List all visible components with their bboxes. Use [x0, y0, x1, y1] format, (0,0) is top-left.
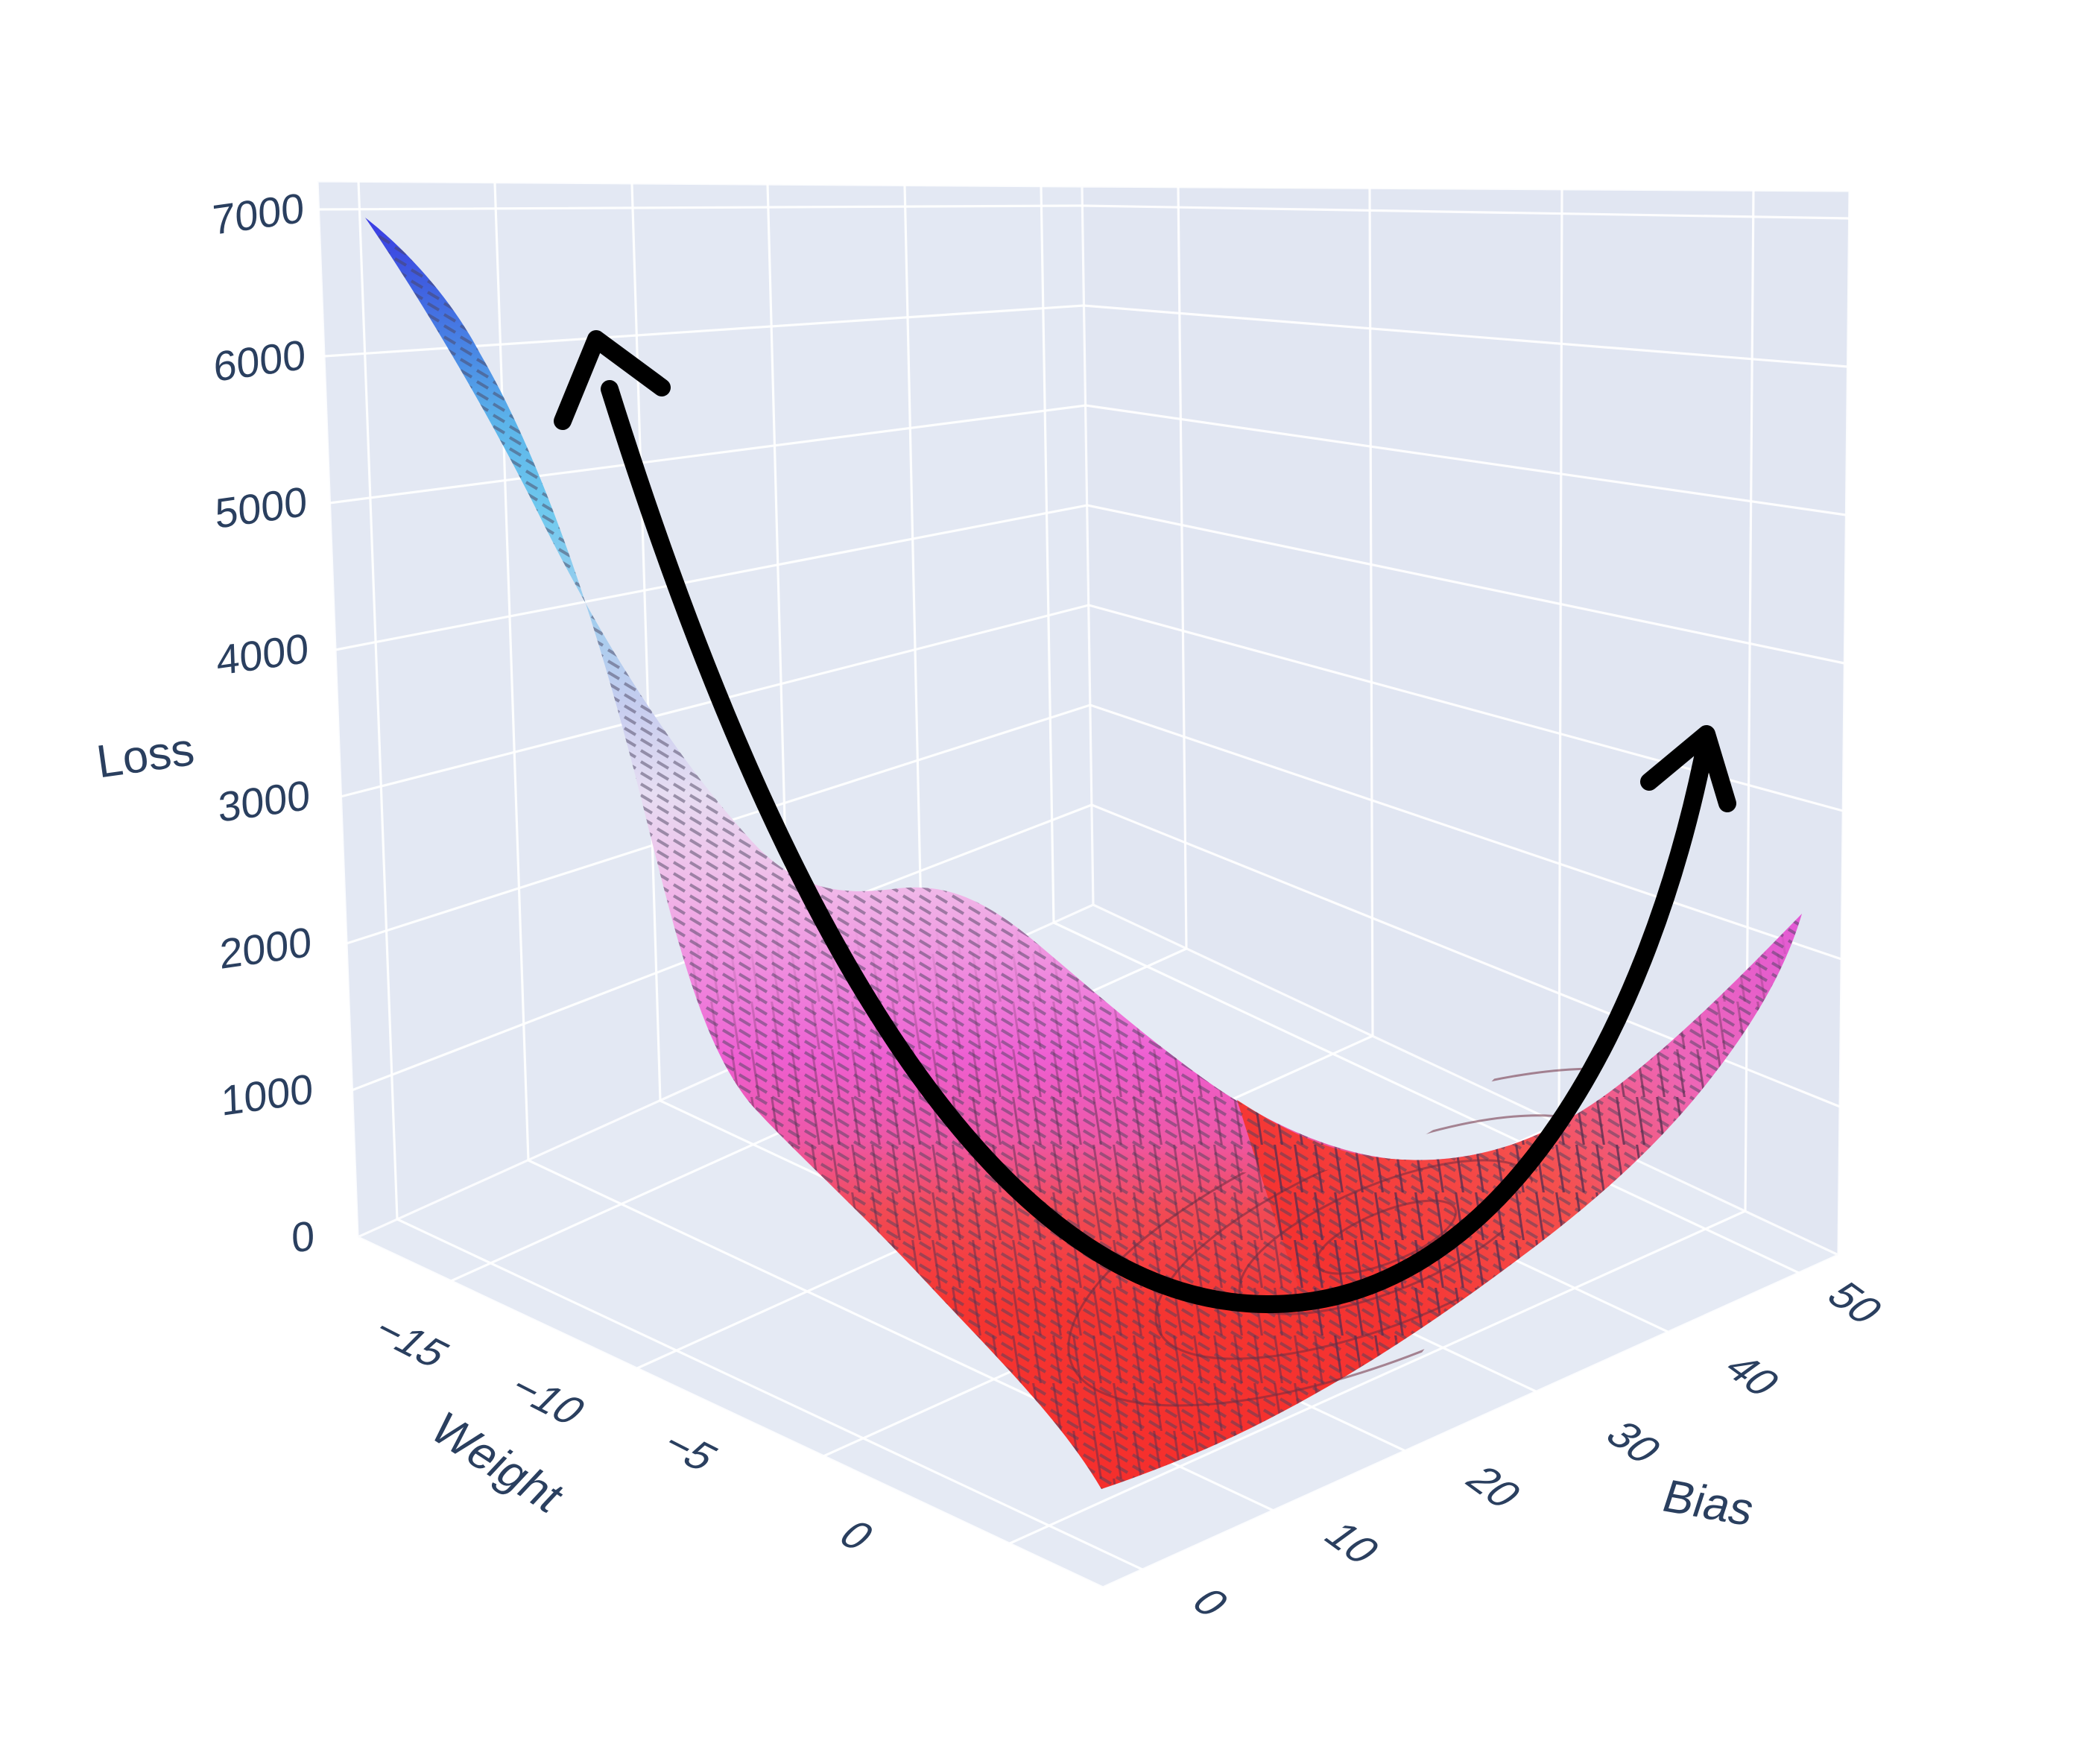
loss-tick: 3000: [218, 771, 311, 831]
bias-tick: 50: [1816, 1275, 1893, 1331]
left-wall-vertical-gridlines: [357, 180, 1055, 1220]
loss-axis-ticks: 7000 6000 5000 4000 3000 2000 1000 0: [212, 184, 316, 1262]
weight-tick: −15: [362, 1309, 460, 1375]
loss-tick: 7000: [212, 184, 306, 244]
loss-tick: 2000: [219, 918, 313, 978]
back-right-wall: [1082, 186, 1850, 1255]
loss-tick: 0: [291, 1212, 315, 1262]
bias-tick: 10: [1313, 1515, 1390, 1571]
arrow-head-right-icon: [1640, 725, 1736, 812]
valley-arrow: [554, 330, 1736, 1314]
bias-tick: 40: [1713, 1347, 1790, 1403]
loss-tick: 5000: [215, 478, 309, 537]
arrow-head-left-icon: [554, 330, 671, 430]
weight-tick: 0: [829, 1514, 884, 1559]
loss-tick: 4000: [216, 625, 310, 684]
loss-tick: 1000: [221, 1065, 314, 1125]
weight-tick: −10: [499, 1366, 596, 1432]
scene-box-edges: [316, 180, 1851, 1589]
right-wall-vertical-gridlines: [1177, 186, 1755, 1212]
bias-axis-title: Bias: [1657, 1471, 1761, 1536]
bias-tick: 0: [1181, 1581, 1239, 1624]
loss-tick: 6000: [213, 331, 307, 391]
loss-axis-title: Loss: [94, 724, 197, 788]
valley-arrow-shaft: [601, 380, 1712, 1314]
bias-tick: 30: [1595, 1414, 1671, 1470]
bias-tick: 20: [1455, 1459, 1531, 1515]
weight-tick: −5: [651, 1423, 728, 1479]
